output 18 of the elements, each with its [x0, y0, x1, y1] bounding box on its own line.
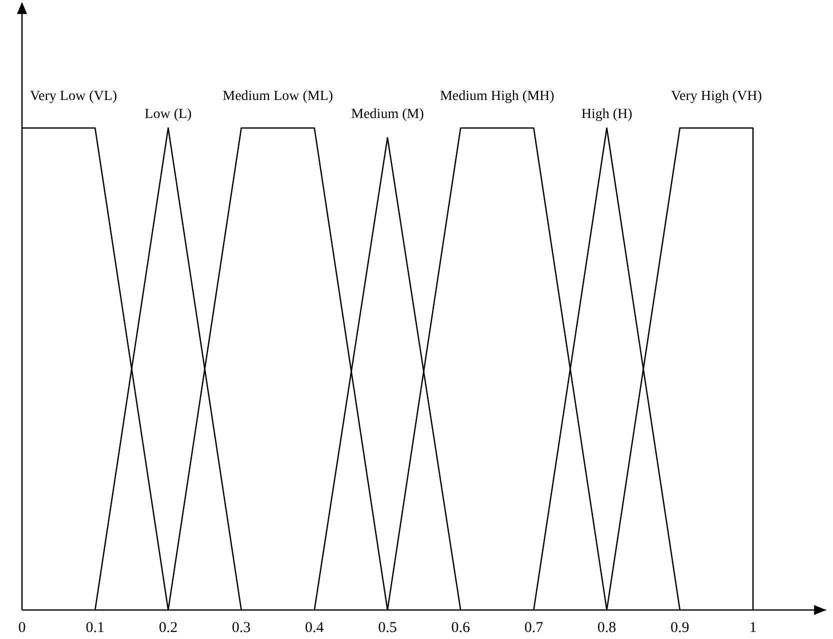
x-tick-label: 1 — [749, 620, 757, 636]
series-label: Very High (VH) — [670, 89, 762, 104]
x-tick-label: 0.3 — [232, 620, 251, 636]
x-tick-label: 0.8 — [597, 620, 616, 636]
x-tick-label: 0 — [18, 620, 26, 636]
x-tick-label: 0.2 — [158, 620, 178, 636]
series-label: Very Low (VL) — [30, 89, 118, 104]
x-tick-label: 0.4 — [305, 620, 324, 636]
text: Medium Low (ML) — [222, 89, 334, 104]
x-tick-label: 0.9 — [670, 620, 690, 636]
x-tick-label: 0.1 — [86, 620, 104, 636]
x-tick-label: 0.6 — [451, 620, 470, 636]
x-tick-label: 0.5 — [378, 620, 397, 636]
series-label: High (H) — [581, 107, 633, 122]
series-label: Medium (M) — [351, 107, 424, 122]
x-tick-label: 0.7 — [524, 620, 544, 636]
series-label: Low (L) — [144, 107, 192, 122]
text: Medium High (MH) — [440, 89, 555, 104]
